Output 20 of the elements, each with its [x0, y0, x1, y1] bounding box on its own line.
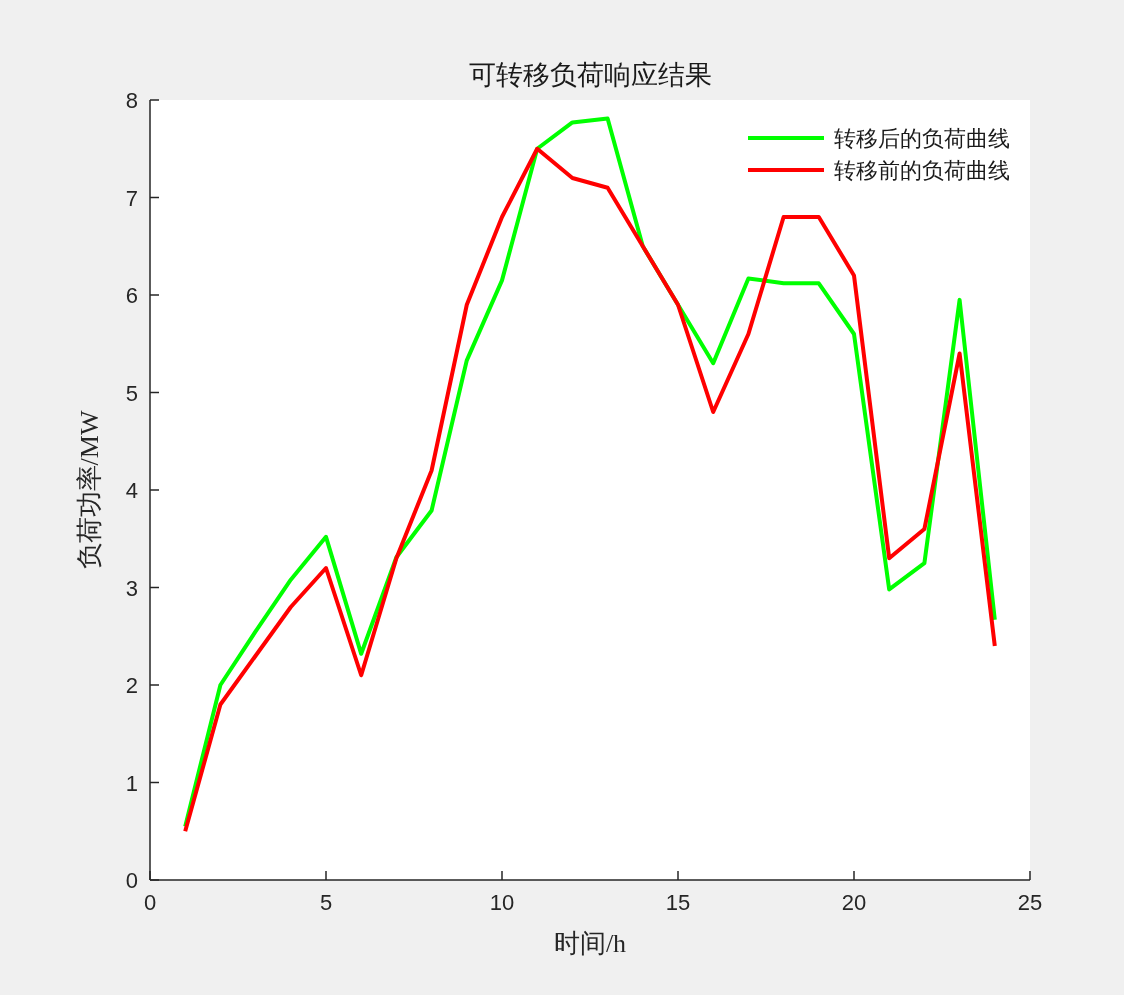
y-tick-label: 5: [125, 380, 138, 406]
x-tick-label: 0: [143, 890, 157, 915]
y-tick-label: 6: [125, 283, 138, 308]
x-axis-title: 时间/h: [553, 929, 627, 958]
y-tick-label: 2: [125, 673, 138, 698]
y-tick-label: 8: [125, 88, 138, 113]
y-tick-label: 1: [125, 770, 138, 796]
x-tick-label: 10: [489, 890, 515, 915]
y-axis-title: 负荷功率/MW: [75, 410, 104, 570]
legend-label: 转移前的负荷曲线: [834, 158, 1010, 183]
legend-label: 转移后的负荷曲线: [834, 126, 1010, 151]
y-tick-label: 4: [125, 478, 138, 503]
x-tick-label: 25: [1017, 890, 1043, 915]
y-tick-label: 3: [125, 575, 138, 601]
y-tick-label: 0: [125, 868, 138, 893]
y-tick-label: 7: [125, 185, 138, 211]
x-tick-label: 20: [841, 890, 867, 915]
x-tick-label: 15: [665, 890, 691, 915]
title: 可转移负荷响应结果: [468, 60, 712, 90]
x-tick-label: 5: [319, 890, 333, 915]
